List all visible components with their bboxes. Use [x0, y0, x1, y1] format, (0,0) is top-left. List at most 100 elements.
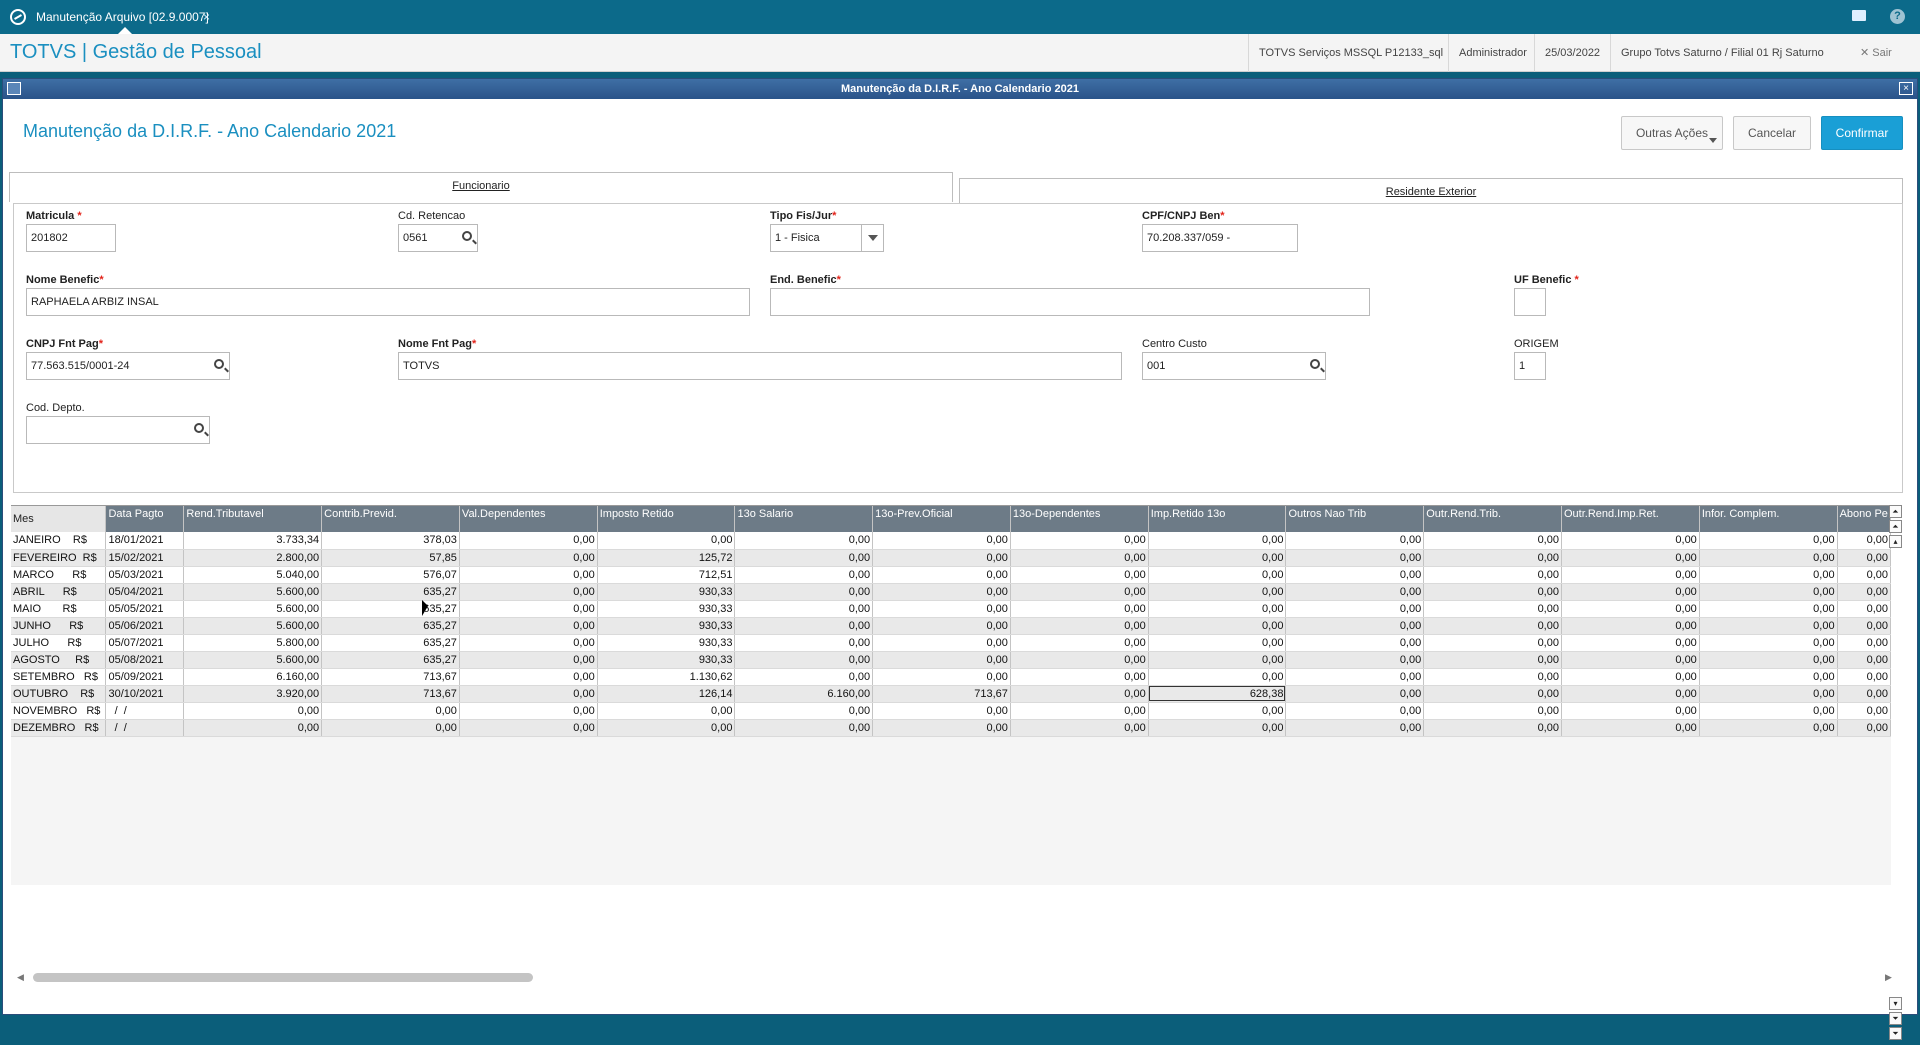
table-cell[interactable]: 0,00 [1285, 549, 1425, 567]
table-cell[interactable]: 0,00 [459, 600, 598, 618]
table-cell[interactable]: 18/01/2021 [105, 532, 185, 550]
table-cell[interactable]: 0,00 [1010, 549, 1149, 567]
table-cell[interactable]: 0,00 [183, 702, 323, 720]
table-cell[interactable]: 0,00 [1699, 651, 1838, 669]
table-cell[interactable]: / / [105, 702, 185, 720]
table-row[interactable]: MAIO R$ 05/05/2021 5.600,00 635,27 0,00 930,3… [11, 600, 1891, 618]
table-cell[interactable]: 0,00 [734, 583, 874, 601]
table-cell[interactable]: 0,00 [597, 719, 736, 737]
column-header[interactable]: Abono Pe [1837, 506, 1891, 532]
table-cell[interactable]: 0,00 [1148, 583, 1287, 601]
table-cell[interactable]: 0,00 [1423, 549, 1562, 567]
table-cell[interactable]: 5.600,00 [183, 651, 323, 669]
cnpj-input[interactable]: 77.563.515/0001-24 [26, 352, 230, 380]
table-cell[interactable]: 0,00 [734, 600, 874, 618]
table-cell[interactable]: 0,00 [1561, 634, 1700, 652]
table-cell[interactable]: 0,00 [1285, 685, 1425, 703]
table-cell[interactable]: 0,00 [1699, 702, 1838, 720]
scroll-bottom-icon[interactable]: ⏷ [1889, 1027, 1902, 1040]
table-cell[interactable]: 0,00 [321, 719, 460, 737]
table-cell[interactable]: 712,51 [597, 566, 736, 584]
table-cell[interactable]: 0,00 [1285, 583, 1425, 601]
table-cell[interactable]: 0,00 [1561, 532, 1700, 550]
table-cell[interactable]: 0,00 [1837, 651, 1891, 669]
tab-residente-exterior[interactable]: Residente Exterior [959, 178, 1903, 206]
table-cell[interactable]: 0,00 [1561, 617, 1700, 635]
table-cell[interactable]: 0,00 [1423, 566, 1562, 584]
table-cell[interactable]: 0,00 [1148, 651, 1287, 669]
table-cell[interactable]: 0,00 [459, 617, 598, 635]
table-cell[interactable]: NOVEMBRO R$ [11, 702, 107, 720]
table-row[interactable]: OUTUBRO R$ 30/10/2021 3.920,00 713,67 0,00 12… [11, 685, 1891, 703]
table-cell[interactable]: 0,00 [1699, 719, 1838, 737]
centro-custo-input[interactable]: 001 [1142, 352, 1326, 380]
table-cell[interactable]: 0,00 [1837, 685, 1891, 703]
table-cell[interactable]: 0,00 [1010, 668, 1149, 686]
table-cell[interactable]: 0,00 [1148, 719, 1287, 737]
table-cell[interactable]: 15/02/2021 [105, 549, 185, 567]
scroll-right-icon[interactable]: ▶ [1885, 972, 1892, 982]
outras-acoes-button[interactable]: Outras Ações [1621, 116, 1723, 150]
table-cell[interactable]: 930,33 [597, 651, 736, 669]
table-cell[interactable]: 6.160,00 [734, 685, 874, 703]
table-cell[interactable]: MAIO R$ [11, 600, 107, 618]
table-cell[interactable]: 0,00 [459, 583, 598, 601]
column-header[interactable]: Outros Nao Trib [1285, 506, 1425, 532]
table-cell[interactable]: 0,00 [872, 617, 1011, 635]
table-cell[interactable]: 0,00 [1010, 583, 1149, 601]
origem-input[interactable]: 1 [1514, 352, 1546, 380]
search-icon[interactable] [462, 231, 472, 241]
scroll-top-icon[interactable]: ⏶ [1889, 505, 1902, 518]
table-cell[interactable]: 0,00 [1837, 532, 1891, 550]
table-cell[interactable]: 05/05/2021 [105, 600, 185, 618]
search-icon[interactable] [1310, 359, 1320, 369]
vertical-scrollbar[interactable]: ⏶ ⏶ ▴ ▾ ⏷ ⏷ [1889, 505, 1903, 1045]
table-cell[interactable]: 05/09/2021 [105, 668, 185, 686]
cpf-input[interactable]: 70.208.337/059 - [1142, 224, 1298, 252]
table-cell[interactable]: 930,33 [597, 634, 736, 652]
table-cell[interactable]: 0,00 [1285, 702, 1425, 720]
search-icon[interactable] [214, 359, 224, 369]
tab-close-icon[interactable]: × [203, 10, 211, 24]
chevron-down-icon[interactable] [861, 225, 883, 251]
table-cell[interactable]: 0,00 [459, 685, 598, 703]
table-row[interactable]: DEZEMBRO R$ / /0,00 0,00 0,00 0,00 0,00 0,00 0… [11, 719, 1891, 737]
table-cell[interactable]: 0,00 [183, 719, 323, 737]
table-cell[interactable]: 0,00 [1699, 685, 1838, 703]
totvs-logo-icon[interactable] [10, 9, 26, 25]
table-cell[interactable]: 0,00 [872, 600, 1011, 618]
table-cell[interactable]: 635,27 [321, 617, 460, 635]
table-cell[interactable]: 0,00 [734, 719, 874, 737]
table-cell[interactable]: 0,00 [1837, 566, 1891, 584]
table-cell[interactable]: 0,00 [1699, 532, 1838, 550]
table-cell[interactable]: 635,27 [321, 600, 460, 618]
table-cell[interactable]: 0,00 [734, 549, 874, 567]
column-header[interactable]: Outr.Rend.Imp.Ret. [1561, 506, 1700, 532]
table-cell[interactable]: 0,00 [459, 702, 598, 720]
table-cell[interactable]: / / [105, 719, 185, 737]
table-cell[interactable]: 0,00 [1285, 566, 1425, 584]
column-header[interactable]: Rend.Tributavel [183, 506, 323, 532]
column-header[interactable]: 13o Salario [734, 506, 874, 532]
table-cell[interactable]: 0,00 [1423, 651, 1562, 669]
table-row[interactable]: JULHO R$ 05/07/2021 5.800,00 635,27 0,00 930,… [11, 634, 1891, 652]
uf-input[interactable] [1514, 288, 1546, 316]
table-cell[interactable]: 378,03 [321, 532, 460, 550]
table-cell[interactable]: 0,00 [1561, 651, 1700, 669]
table-cell[interactable]: 0,00 [1837, 719, 1891, 737]
table-cell[interactable]: 0,00 [1561, 549, 1700, 567]
table-cell[interactable]: 0,00 [459, 532, 598, 550]
table-cell[interactable]: JULHO R$ [11, 634, 107, 652]
column-header[interactable]: Infor. Complem. [1699, 506, 1838, 532]
column-header[interactable]: Mes [11, 506, 107, 532]
table-cell[interactable]: 0,00 [1010, 651, 1149, 669]
table-cell[interactable]: 0,00 [1010, 702, 1149, 720]
table-cell[interactable]: 126,14 [597, 685, 736, 703]
table-cell[interactable]: 0,00 [1837, 583, 1891, 601]
table-cell[interactable]: 0,00 [459, 668, 598, 686]
table-cell[interactable]: 635,27 [321, 651, 460, 669]
table-cell[interactable]: 0,00 [1837, 634, 1891, 652]
table-cell[interactable]: 5.600,00 [183, 600, 323, 618]
table-cell[interactable]: JANEIRO R$ [11, 532, 107, 550]
table-cell[interactable]: 2.800,00 [183, 549, 323, 567]
